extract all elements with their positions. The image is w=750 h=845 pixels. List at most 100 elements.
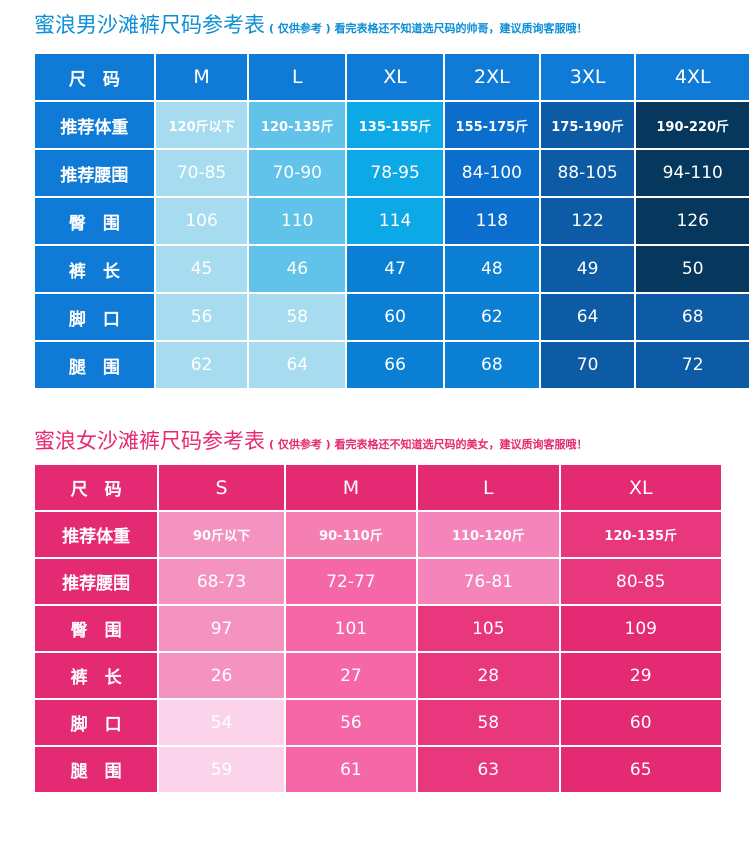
men-size-table: 尺 码 M L XL 2XL 3XL 4XL 推荐体重 120斤以下 120-135斤 135-15… [33,52,750,390]
women-table-cell: 26 [159,653,284,698]
men-table-row: 脚 口 56 58 60 62 64 68 [35,294,749,340]
women-row-label: 腿 围 [35,747,158,792]
men-table-cell: 46 [249,246,346,292]
men-table-cell: 135-155斤 [347,102,443,148]
women-table-cell: 63 [418,747,559,792]
men-table-cell: 110 [249,198,346,244]
women-table-cell: 72-77 [285,559,417,604]
women-table-cell: 56 [285,700,417,745]
men-table-cell: 94-110 [636,150,749,196]
men-table-cell: 47 [347,246,443,292]
women-row-label: 推荐体重 [35,512,158,557]
women-table-cell: 28 [418,653,559,698]
women-table-row: 臀 围 97 101 105 109 [35,606,721,651]
women-size-header-m: M [285,465,417,510]
men-table-cell: 58 [249,294,346,340]
men-title-note: ( 仅供参考 ) 看完表格还不知道选尺码的帅哥，建议质询客服哦！ [269,22,588,35]
women-table-cell: 105 [418,606,559,651]
women-table-cell: 120-135斤 [560,512,721,557]
women-header-row: 尺 码 S M L XL [35,465,721,510]
men-row-label: 推荐腰围 [35,150,154,196]
men-size-header-3xl: 3XL [540,54,635,100]
women-size-header-xl: XL [560,465,721,510]
women-table-cell: 90斤以下 [159,512,284,557]
men-size-label-header: 尺 码 [35,54,154,100]
women-table-row: 推荐腰围 68-73 72-77 76-81 80-85 [35,559,721,604]
men-table-cell: 66 [347,342,443,388]
women-table-cell: 80-85 [560,559,721,604]
men-row-label: 脚 口 [35,294,154,340]
women-title-text: 蜜浪女沙滩裤尺码参考表 [34,429,265,453]
women-table-row: 腿 围 59 61 63 65 [35,747,721,792]
women-table-cell: 90-110斤 [285,512,417,557]
women-table-cell: 76-81 [418,559,559,604]
women-size-label-header: 尺 码 [35,465,158,510]
women-size-header-l: L [418,465,559,510]
men-table-cell: 88-105 [540,150,635,196]
men-table-cell: 72 [636,342,749,388]
women-row-label: 推荐腰围 [35,559,158,604]
men-table-cell: 190-220斤 [636,102,749,148]
women-row-label: 裤 长 [35,653,158,698]
men-table-cell: 118 [445,198,539,244]
men-table-cell: 56 [155,294,248,340]
men-row-label: 臀 围 [35,198,154,244]
women-table-cell: 61 [285,747,417,792]
men-table-cell: 48 [445,246,539,292]
women-table-cell: 54 [159,700,284,745]
men-table-cell: 122 [540,198,635,244]
men-table-cell: 114 [347,198,443,244]
men-table-cell: 62 [445,294,539,340]
men-table-cell: 175-190斤 [540,102,635,148]
men-size-header-l: L [249,54,346,100]
men-table-cell: 68 [445,342,539,388]
men-table-cell: 120-135斤 [249,102,346,148]
women-table-cell: 110-120斤 [418,512,559,557]
women-size-table: 尺 码 S M L XL 推荐体重 90斤以下 90-110斤 110-120斤 120-135斤… [33,463,723,794]
men-table-cell: 126 [636,198,749,244]
women-row-label: 脚 口 [35,700,158,745]
women-table-row: 脚 口 54 56 58 60 [35,700,721,745]
women-table-cell: 97 [159,606,284,651]
men-table-cell: 64 [249,342,346,388]
women-table-row: 裤 长 26 27 28 29 [35,653,721,698]
men-table-cell: 120斤以下 [155,102,248,148]
men-table-cell: 68 [636,294,749,340]
men-row-label: 推荐体重 [35,102,154,148]
men-table-cell: 155-175斤 [445,102,539,148]
women-table-row: 推荐体重 90斤以下 90-110斤 110-120斤 120-135斤 [35,512,721,557]
men-table-row: 裤 长 45 46 47 48 49 50 [35,246,749,292]
men-size-header-m: M [155,54,248,100]
men-table-cell: 70-85 [155,150,248,196]
men-table-row: 推荐腰围 70-85 70-90 78-95 84-100 88-105 94-110 [35,150,749,196]
women-title-note: ( 仅供参考 ) 看完表格还不知道选尺码的美女，建议质询客服哦！ [269,438,588,451]
men-header-row: 尺 码 M L XL 2XL 3XL 4XL [35,54,749,100]
men-size-header-2xl: 2XL [445,54,539,100]
men-table-cell: 60 [347,294,443,340]
women-table-cell: 101 [285,606,417,651]
women-table-cell: 29 [560,653,721,698]
women-size-header-s: S [159,465,284,510]
men-row-label: 腿 围 [35,342,154,388]
men-size-chart-title: 蜜浪男沙滩裤尺码参考表 ( 仅供参考 ) 看完表格还不知道选尺码的帅哥，建议质询… [34,9,588,39]
women-table-cell: 109 [560,606,721,651]
women-row-label: 臀 围 [35,606,158,651]
men-table-cell: 64 [540,294,635,340]
women-table-cell: 60 [560,700,721,745]
men-table-cell: 70-90 [249,150,346,196]
men-table-cell: 45 [155,246,248,292]
men-size-header-xl: XL [347,54,443,100]
men-title-text: 蜜浪男沙滩裤尺码参考表 [34,13,265,37]
men-table-cell: 49 [540,246,635,292]
women-table-cell: 27 [285,653,417,698]
men-row-label: 裤 长 [35,246,154,292]
women-size-chart-title: 蜜浪女沙滩裤尺码参考表 ( 仅供参考 ) 看完表格还不知道选尺码的美女，建议质询… [34,425,588,455]
men-table-cell: 62 [155,342,248,388]
men-table-cell: 70 [540,342,635,388]
women-table-cell: 58 [418,700,559,745]
men-size-header-4xl: 4XL [636,54,749,100]
men-table-row: 推荐体重 120斤以下 120-135斤 135-155斤 155-175斤 175-19… [35,102,749,148]
men-table-cell: 78-95 [347,150,443,196]
men-table-cell: 84-100 [445,150,539,196]
men-table-row: 臀 围 106 110 114 118 122 126 [35,198,749,244]
